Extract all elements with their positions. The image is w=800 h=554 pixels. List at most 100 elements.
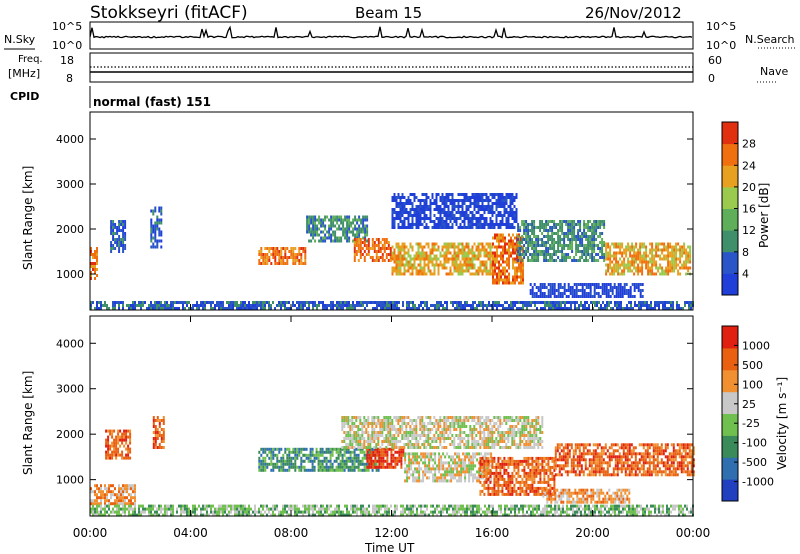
power-cell [566,301,568,304]
power-cell [555,253,558,256]
velocity-cell [505,437,508,440]
power-cell [479,217,482,220]
power-cell [531,295,534,298]
power-cell [653,248,656,252]
power-cell [394,304,396,307]
power-cell [481,269,484,273]
power-cell [597,292,600,295]
velocity-cell [389,437,392,440]
velocity-cell [298,468,301,472]
velocity-cell [325,456,328,460]
power-cell [324,236,327,240]
power-cell [204,304,206,307]
velocity-cell [284,468,287,472]
power-cell [635,251,638,255]
power-cell [403,211,406,214]
power-cell [547,241,550,244]
power-cell [178,307,180,310]
power-cell [411,223,414,226]
power-cell [511,214,514,217]
power-cell [492,257,494,261]
velocity-cell [408,458,411,462]
power-cell [601,292,604,295]
power-cell [571,259,574,262]
velocity-cell [154,428,157,431]
power-cell [364,230,367,234]
velocity-cell [117,441,120,445]
power-cell [372,307,374,310]
power-cell [605,248,608,252]
nave-label: Nave [760,65,788,78]
power-cell [405,208,408,211]
velocity-cell [329,459,332,463]
power-cell [565,256,568,259]
velocity-cell [495,428,498,431]
velocity-cell [345,459,348,463]
velocity-cell [120,499,122,503]
power-cell [587,229,590,232]
velocity-cell [361,422,364,425]
power-cell [589,283,592,286]
power-cell [663,254,666,258]
power-cell [553,283,556,286]
power-cell [411,245,414,249]
velocity-cell [473,425,476,428]
power-cell [651,251,654,255]
power-cell [278,259,281,262]
velocity-cell [156,419,159,422]
velocity-cell [511,425,514,428]
power-cell [316,304,318,307]
power-cell [676,307,678,310]
power-cell [579,250,582,253]
power-cell [382,301,384,304]
power-cell [521,253,524,256]
power-cell [651,272,654,276]
power-cell [575,289,578,292]
power-cell [527,235,530,238]
velocity-cell [298,450,301,454]
power-cell [401,208,404,211]
power-cell [471,245,474,249]
velocity-cell [525,419,528,422]
velocity-cell [125,435,128,439]
power-cell [457,245,460,249]
velocity-cell [377,419,380,422]
power-cell [585,283,588,286]
power-cell [346,307,348,310]
power-cell [419,211,422,214]
velocity-cell [427,434,430,437]
power-cell [252,307,254,310]
velocity-cell [323,456,326,460]
nave-tick-bottom: 0 [708,72,715,85]
velocity-cell [473,431,476,434]
power-cell [489,245,492,249]
power-cell [590,301,592,304]
power-cell [252,301,254,304]
power-cell [425,199,428,202]
power-cell [494,254,496,258]
power-cell [481,272,484,276]
power-cell [469,217,472,220]
power-cell [593,241,596,244]
power-cell [648,307,650,310]
velocity-cell [427,431,430,434]
power-cell [597,244,600,247]
power-cell [397,272,400,276]
power-cell [340,218,343,222]
velocity-cell [433,425,436,428]
power-cell [567,286,570,289]
power-cell [532,301,534,304]
power-cell [605,269,608,273]
velocity-cell [132,484,134,488]
velocity-cell [375,462,378,466]
power-cell [500,239,502,243]
power-cell [504,242,506,246]
velocity-cell [529,440,532,443]
velocity-cell [501,440,504,443]
power-cell [596,301,598,304]
power-cell [541,238,544,241]
velocity-cell [121,435,124,439]
power-cell [670,301,672,304]
power-cell [533,253,536,256]
velocity-cell [373,434,376,437]
